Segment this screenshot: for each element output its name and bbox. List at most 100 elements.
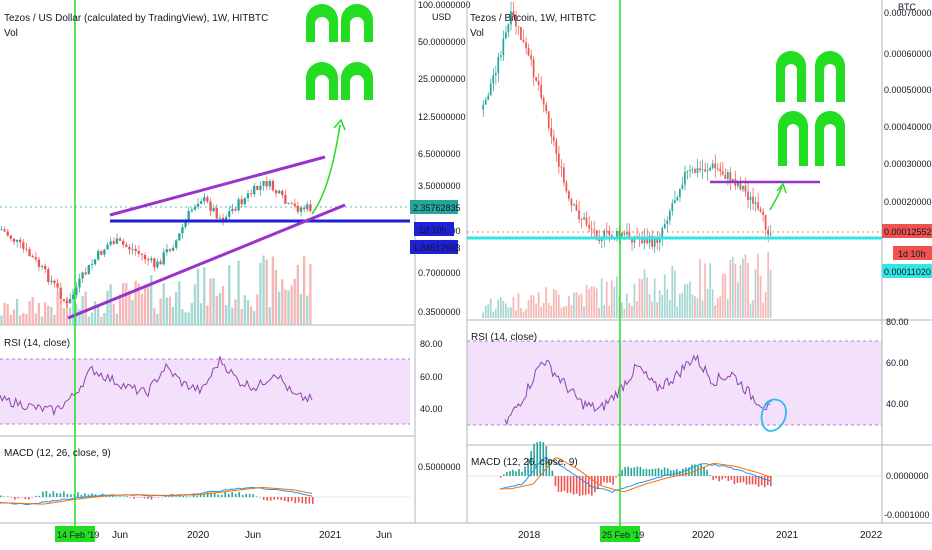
volume-bar [59, 300, 62, 325]
volume-bar [159, 298, 162, 325]
candle-body [109, 241, 112, 245]
candle-body [168, 249, 172, 251]
right-time-axis[interactable]: 2018 25 Feb '19 2020 2021 2022 [518, 526, 883, 542]
volume-bar [605, 281, 608, 318]
macd-bar [591, 476, 593, 496]
macd-bar [182, 496, 184, 497]
candle-body [605, 230, 608, 232]
candle-body [764, 214, 767, 230]
left-time-axis[interactable]: 14 Feb '19 Jun 2020 Jun 2021 Jun [55, 526, 392, 542]
candle-body [162, 252, 165, 265]
volume-bar [769, 269, 772, 318]
macd-bar [80, 494, 83, 497]
candle-body [43, 265, 47, 270]
candle-body [643, 237, 646, 244]
candle-body [598, 239, 601, 242]
volume-bar [165, 297, 168, 325]
volume-bar [262, 255, 265, 325]
volume-bar [547, 302, 550, 318]
macd-bar [748, 476, 751, 485]
volume-bar [694, 296, 696, 318]
macd-bar [630, 467, 633, 476]
right-title: Tezos / Bitcoin, 1W, HITBTC [470, 13, 596, 24]
candle-body [497, 56, 500, 74]
macd-bar [217, 494, 219, 497]
macd-bar [751, 476, 754, 485]
candle-body [731, 179, 734, 182]
macd-bar [669, 470, 672, 476]
candle-body [540, 85, 543, 99]
volume-bar [691, 294, 694, 318]
volume-bar [184, 312, 187, 325]
candle-body [103, 249, 106, 255]
candle-body [653, 238, 656, 247]
macd-bar [530, 450, 532, 476]
candle-body [31, 255, 34, 258]
macd-bar [262, 497, 265, 500]
candle-body [512, 11, 515, 15]
macd-bar [301, 497, 304, 504]
macd-bar [115, 496, 118, 497]
candle-body [560, 166, 563, 168]
candle-body [633, 236, 636, 243]
volume-bar [510, 307, 512, 318]
candle-body [165, 249, 168, 253]
left-macd-tick: 0.5000000 [418, 462, 461, 472]
candle-body [704, 169, 706, 172]
macd-bar [84, 493, 86, 497]
candle-body [131, 248, 134, 250]
volume-bar [648, 294, 651, 318]
macd-bar [603, 476, 605, 483]
volume-bar [522, 311, 525, 318]
right-time-tick: 2022 [860, 530, 883, 541]
volume-bar [140, 293, 144, 325]
macd-bar [248, 493, 251, 497]
candle-body [532, 59, 535, 78]
macd-bar [645, 468, 648, 476]
volume-bar [716, 298, 719, 318]
volume-bar [234, 299, 237, 325]
volume-bar [610, 280, 613, 318]
right-price-scale[interactable]: BTC 0.00070000 0.00060000 0.00050000 0.0… [882, 2, 932, 520]
volume-bar [699, 259, 701, 318]
macd-bar [154, 497, 156, 498]
volume-bar [744, 254, 747, 318]
volume-bar [583, 306, 585, 318]
right-rsi-band [467, 341, 882, 425]
candle-body [199, 201, 203, 204]
candle-body [487, 95, 490, 100]
right-rsi-tick: 40.00 [886, 399, 909, 409]
macd-bar [554, 476, 557, 487]
macd-bar [606, 476, 608, 483]
macd-bar [297, 497, 300, 503]
volume-bar [156, 313, 159, 325]
macd-bar [757, 476, 760, 487]
candle-body [56, 283, 59, 288]
right-time-tick: 2018 [518, 530, 541, 541]
right-rsi-circle [760, 398, 787, 432]
candle-body [271, 181, 275, 191]
macd-bar [140, 497, 142, 498]
candle-body [87, 264, 90, 275]
right-macd-label: MACD (12, 26, close, 9) [471, 457, 578, 468]
macd-bar [119, 496, 121, 497]
volume-bar [31, 297, 34, 325]
left-price-scale[interactable]: USD 100.0000000 50.0000000 25.0000000 12… [410, 0, 471, 472]
right-rsi-label: RSI (14, close) [471, 332, 537, 343]
volume-bar [146, 286, 150, 325]
left-rsi-band [0, 359, 410, 424]
candle-body [494, 73, 497, 76]
candle-body [78, 278, 81, 288]
candle-body [15, 239, 19, 242]
candle-body [253, 185, 256, 195]
candle-body [631, 238, 633, 243]
macd-bar [663, 467, 666, 476]
candle-body [724, 174, 727, 179]
right-vol-label: Vol [470, 28, 484, 39]
macd-bar [304, 497, 307, 504]
candle-body [259, 185, 262, 190]
macd-bar [273, 497, 276, 500]
macd-bar [666, 468, 669, 476]
candle-body [50, 280, 53, 283]
